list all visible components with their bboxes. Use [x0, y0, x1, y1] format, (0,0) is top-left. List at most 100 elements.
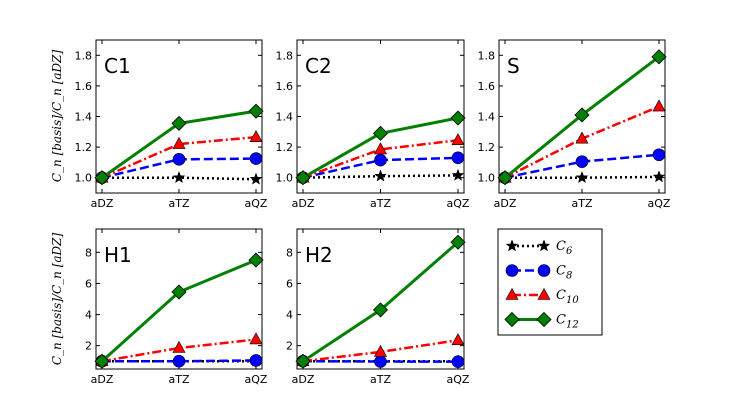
- data-point-c8-aqz: [652, 148, 666, 162]
- legend-marker: [536, 311, 552, 328]
- data-point-c10-atz: [172, 340, 186, 353]
- y-tick-label: 1.8: [478, 49, 496, 62]
- data-point-c12-aqz: [248, 252, 264, 268]
- data-point-c12-aqz: [450, 110, 466, 126]
- legend-marker: [505, 239, 519, 252]
- y-tick-label: 8: [85, 246, 92, 259]
- y-axis-label: C_n [basis]/C_n [aDZ]: [50, 50, 64, 183]
- y-tick-label: 6: [286, 277, 293, 290]
- panel-label: S: [507, 54, 520, 78]
- x-tick-label: aQZ: [447, 197, 470, 210]
- y-tick-label: 1.8: [276, 49, 294, 62]
- data-point-c8-atz: [172, 354, 186, 368]
- data-point-c12-adz: [94, 170, 110, 186]
- legend-marker: [505, 264, 519, 277]
- legend-marker: [537, 287, 551, 300]
- y-tick-label: 2: [286, 340, 293, 353]
- series-c12: [94, 252, 264, 369]
- legend-marker: [537, 239, 551, 252]
- legend-marker: [537, 264, 551, 277]
- x-tick-label: aTZ: [370, 373, 391, 386]
- x-tick-label: aDZ: [292, 373, 315, 386]
- data-point-c8-aqz: [451, 151, 465, 165]
- y-tick-label: 1.6: [478, 80, 496, 93]
- y-tick-label: 1.6: [75, 80, 93, 93]
- data-point-c8-aqz: [451, 355, 465, 368]
- data-point-c12-atz: [574, 107, 590, 123]
- y-tick-label: 1.2: [276, 141, 294, 154]
- data-point-c6-atz: [172, 170, 186, 184]
- y-tick-label: 4: [85, 309, 92, 322]
- y-tick-label: 1.8: [75, 49, 93, 62]
- data-point-c8-aqz: [249, 354, 263, 367]
- data-point-c12-atz: [372, 125, 389, 141]
- x-tick-label: aTZ: [169, 197, 190, 210]
- data-point-c10-aqz: [451, 333, 465, 346]
- data-point-c8-aqz: [249, 152, 263, 165]
- data-point-c10-aqz: [249, 332, 263, 345]
- series-c8: [296, 354, 465, 368]
- y-tick-label: 1.4: [276, 111, 294, 124]
- panel-c1: C1 1.0 1.2 1.4 1.6 1.8 aDZ aTZ aQZ: [75, 39, 268, 210]
- data-point-c6-atz: [575, 170, 589, 184]
- data-point-c8-atz: [575, 155, 589, 168]
- y-tick-label: 6: [85, 277, 92, 290]
- y-tick-label: 4: [286, 309, 293, 322]
- series-c12: [295, 110, 466, 186]
- x-tick-label: aDZ: [91, 197, 114, 210]
- data-point-c12-aqz: [651, 49, 667, 65]
- data-point-c6-aqz: [451, 168, 465, 181]
- series-c12: [497, 49, 667, 186]
- data-point-c10-atz: [575, 131, 589, 144]
- panel-label: C1: [104, 54, 131, 78]
- data-point-c10-atz: [373, 344, 388, 357]
- data-point-c6-aqz: [249, 172, 263, 185]
- data-point-c12-adz: [295, 170, 311, 186]
- y-tick-label: 1.0: [478, 172, 496, 185]
- data-point-c12-adz: [295, 353, 311, 369]
- data-point-c10-aqz: [451, 133, 465, 146]
- panel-s: S 1.0 1.2 1.4 1.6 1.8 aDZ aTZ aQZ: [478, 39, 671, 210]
- x-tick-label: aDZ: [494, 197, 517, 210]
- y-tick-label: 1.0: [276, 172, 294, 185]
- legend-marker: [505, 287, 519, 300]
- y-tick-label: 1.2: [478, 141, 496, 154]
- panel-label: H1: [104, 243, 132, 267]
- panels: C1 1.0 1.2 1.4 1.6 1.8 aDZ aTZ aQZ C2 1.0 1.2 1.4 1.6…: [75, 39, 671, 386]
- legend-marker: [504, 311, 520, 328]
- series-c8: [95, 354, 263, 368]
- panel-c2: C2 1.0 1.2 1.4 1.6 1.8 aDZ aTZ aQZ: [276, 39, 470, 210]
- y-tick-label: 8: [286, 246, 293, 259]
- data-point-c12-aqz: [450, 234, 466, 250]
- series-c12: [295, 234, 466, 369]
- y-tick-label: 1.0: [75, 172, 93, 185]
- data-point-c8-atz: [374, 355, 387, 368]
- y-axis-label: C_n [basis]/C_n [aDZ]: [50, 233, 64, 366]
- panel-h2: H2 2 4 6 8 aDZ aTZ aQZ: [286, 228, 470, 386]
- y-tick-label: 1.4: [75, 111, 93, 124]
- y-tick-label: 2: [85, 340, 92, 353]
- x-tick-label: aDZ: [91, 373, 114, 386]
- x-tick-label: aQZ: [648, 197, 671, 210]
- data-point-c12-atz: [372, 302, 389, 318]
- y-tick-label: 1.2: [75, 141, 93, 154]
- data-point-c8-atz: [172, 153, 186, 166]
- series-c12: [94, 103, 264, 186]
- x-tick-label: aTZ: [572, 197, 593, 210]
- data-point-c12-adz: [497, 170, 513, 186]
- data-point-c12-aqz: [248, 103, 264, 119]
- data-point-c12-atz: [171, 284, 187, 300]
- x-tick-label: aDZ: [292, 197, 315, 210]
- data-point-c10-aqz: [249, 130, 263, 142]
- data-point-c10-atz: [172, 136, 186, 149]
- data-point-c8-atz: [374, 153, 387, 167]
- data-point-c6-atz: [374, 169, 387, 182]
- panel-label: C2: [305, 54, 332, 78]
- panel-label: H2: [305, 243, 333, 267]
- panel-h1: H1 2 4 6 8 aDZ aTZ aQZ: [85, 228, 268, 386]
- x-tick-label: aQZ: [245, 197, 268, 210]
- y-tick-label: 1.4: [478, 111, 496, 124]
- x-tick-label: aQZ: [245, 373, 268, 386]
